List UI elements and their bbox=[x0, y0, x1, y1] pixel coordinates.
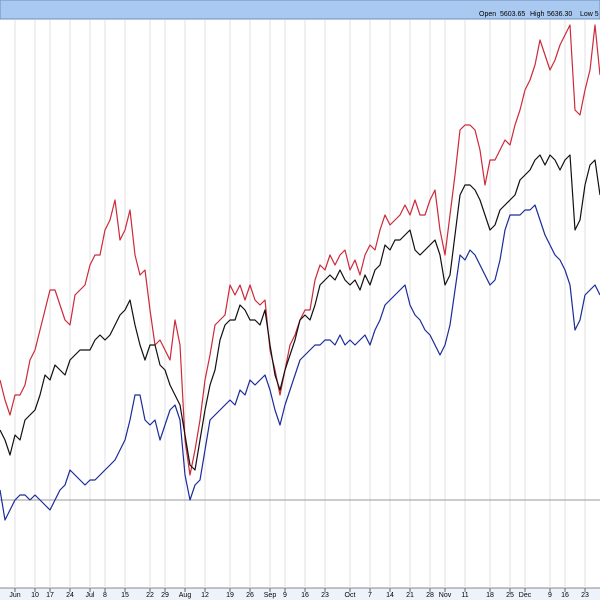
x-tick-label: 24 bbox=[66, 592, 74, 599]
x-tick-label: 15 bbox=[121, 592, 129, 599]
x-tick-label: Oct bbox=[345, 592, 356, 599]
x-tick-label: 21 bbox=[406, 592, 414, 599]
x-tick-label: Jun bbox=[9, 592, 20, 599]
plot: Jun 10 17 24 Jul 8 15 22 29 Aug 12 19 26 Sep 9 16 23 Oct 7… bbox=[0, 20, 600, 599]
x-tick-label: 11 bbox=[461, 592, 468, 599]
x-tick-label: 29 bbox=[161, 592, 169, 599]
x-tick-label: 17 bbox=[46, 592, 54, 599]
x-tick-label: 25 bbox=[506, 592, 514, 599]
x-tick-label: 16 bbox=[561, 592, 569, 599]
header-bar bbox=[0, 0, 600, 20]
low-label: Low 5 bbox=[580, 11, 599, 18]
x-tick-label: 19 bbox=[226, 592, 234, 599]
x-tick-label: Sep bbox=[264, 592, 277, 599]
x-tick-label: 9 bbox=[548, 592, 552, 599]
x-tick-label: 23 bbox=[321, 592, 329, 599]
x-tick-label: 10 bbox=[31, 592, 39, 599]
x-tick-label: 26 bbox=[246, 592, 254, 599]
x-tick-label: Aug bbox=[179, 592, 192, 599]
high-value: 5636.30 bbox=[547, 11, 572, 18]
x-tick-label: 22 bbox=[146, 592, 154, 599]
x-tick-label: 18 bbox=[486, 592, 494, 599]
series-line bbox=[0, 154, 600, 471]
x-tick-label: 14 bbox=[386, 592, 394, 599]
x-tick-label: 7 bbox=[368, 592, 372, 599]
x-tick-label: 9 bbox=[283, 592, 287, 599]
series-line bbox=[0, 204, 600, 521]
x-tick-label: 28 bbox=[426, 592, 434, 599]
high-label: High bbox=[530, 11, 545, 18]
x-tick-label: 8 bbox=[103, 592, 107, 599]
header: Open 5603.65 High 5636.30 Low 5 bbox=[479, 11, 599, 18]
x-tick-label: 23 bbox=[581, 592, 589, 599]
open-label: Open bbox=[479, 11, 496, 18]
x-tick-label: Jul bbox=[86, 592, 95, 599]
x-tick-label: 12 bbox=[201, 592, 209, 599]
x-tick-label: Dec bbox=[519, 592, 532, 599]
x-tick-label: Nov bbox=[439, 592, 452, 599]
open-value: 5603.65 bbox=[500, 11, 525, 18]
x-tick-label: 16 bbox=[301, 592, 309, 599]
